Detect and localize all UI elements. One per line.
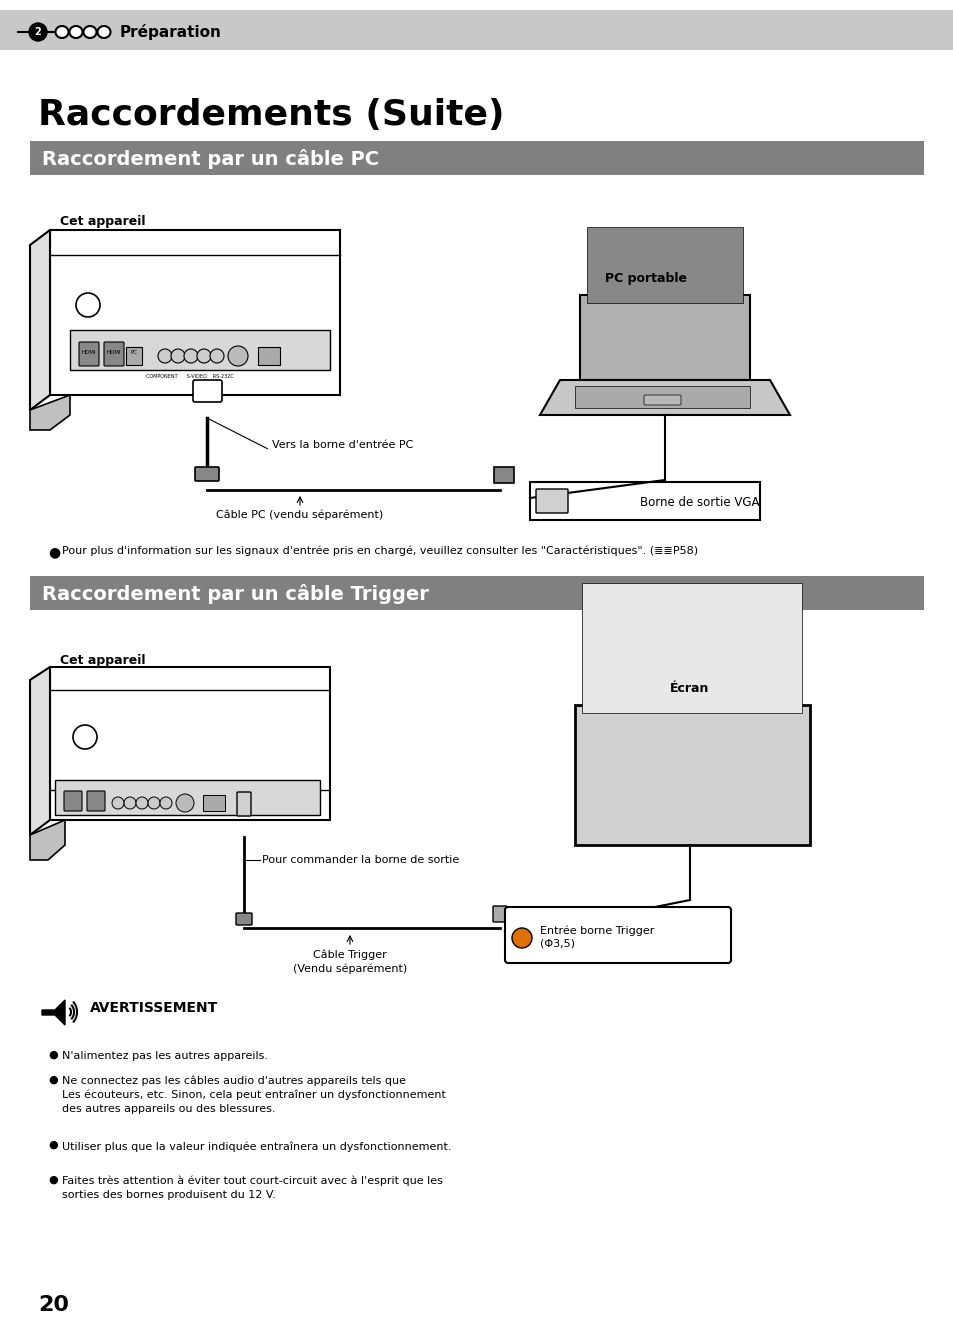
Circle shape (73, 724, 97, 749)
FancyBboxPatch shape (30, 141, 923, 175)
Circle shape (171, 349, 185, 363)
Polygon shape (530, 482, 760, 520)
Ellipse shape (70, 25, 82, 37)
FancyBboxPatch shape (575, 386, 749, 408)
Text: COMPONENT      S-VIDEO    RS-232C: COMPONENT S-VIDEO RS-232C (146, 374, 233, 379)
Polygon shape (30, 819, 65, 860)
Circle shape (175, 794, 193, 811)
Circle shape (29, 23, 47, 42)
FancyBboxPatch shape (581, 582, 801, 712)
FancyBboxPatch shape (104, 341, 124, 366)
Text: HDMI: HDMI (107, 349, 121, 355)
Text: ●: ● (48, 545, 60, 558)
Text: Cet appareil: Cet appareil (60, 653, 146, 667)
Circle shape (76, 293, 100, 317)
Polygon shape (575, 706, 809, 845)
Circle shape (228, 345, 248, 366)
FancyBboxPatch shape (494, 467, 514, 483)
Text: Raccordements (Suite): Raccordements (Suite) (38, 98, 504, 133)
FancyBboxPatch shape (643, 395, 680, 404)
Polygon shape (42, 1000, 65, 1024)
FancyBboxPatch shape (493, 907, 506, 923)
Circle shape (124, 797, 136, 809)
FancyBboxPatch shape (504, 907, 730, 963)
Text: ●: ● (48, 1139, 58, 1150)
Text: Raccordement par un câble PC: Raccordement par un câble PC (42, 149, 378, 169)
Text: ●: ● (48, 1075, 58, 1085)
Text: 2: 2 (34, 27, 41, 37)
Polygon shape (579, 295, 749, 380)
Text: Pour plus d'information sur les signaux d'entrée pris en chargé, veuillez consul: Pour plus d'information sur les signaux … (62, 546, 698, 557)
Polygon shape (50, 230, 339, 395)
Circle shape (210, 349, 224, 363)
FancyBboxPatch shape (193, 380, 222, 402)
Text: N'alimentez pas les autres appareils.: N'alimentez pas les autres appareils. (62, 1051, 268, 1060)
Circle shape (184, 349, 198, 363)
Polygon shape (50, 667, 330, 819)
Text: Entrée borne Trigger
(Φ3,5): Entrée borne Trigger (Φ3,5) (539, 925, 654, 949)
FancyBboxPatch shape (126, 347, 142, 366)
FancyBboxPatch shape (30, 576, 923, 611)
Text: Pour commander la borne de sortie: Pour commander la borne de sortie (262, 856, 458, 865)
FancyBboxPatch shape (70, 329, 330, 370)
FancyBboxPatch shape (79, 341, 99, 366)
FancyBboxPatch shape (203, 795, 225, 811)
Circle shape (196, 349, 211, 363)
Text: Vers la borne d'entrée PC: Vers la borne d'entrée PC (272, 441, 413, 450)
Text: PC portable: PC portable (604, 272, 686, 285)
Circle shape (512, 928, 532, 948)
Text: ●: ● (48, 1176, 58, 1185)
FancyBboxPatch shape (536, 489, 567, 513)
Text: 20: 20 (38, 1295, 69, 1315)
Text: Raccordement par un câble Trigger: Raccordement par un câble Trigger (42, 584, 429, 604)
Ellipse shape (55, 25, 69, 37)
Text: Ne connectez pas les câbles audio d'autres appareils tels que
Les écouteurs, etc: Ne connectez pas les câbles audio d'autr… (62, 1077, 445, 1114)
Polygon shape (30, 230, 50, 410)
FancyBboxPatch shape (64, 791, 82, 811)
Text: Utiliser plus que la valeur indiquée entraînera un dysfonctionnement.: Utiliser plus que la valeur indiquée ent… (62, 1141, 451, 1152)
FancyBboxPatch shape (0, 9, 953, 50)
FancyBboxPatch shape (55, 781, 319, 815)
Circle shape (158, 349, 172, 363)
Ellipse shape (84, 25, 96, 37)
Text: HDMI: HDMI (82, 349, 96, 355)
FancyBboxPatch shape (194, 467, 219, 481)
Text: Câble PC (vendu séparément): Câble PC (vendu séparément) (216, 510, 383, 521)
Circle shape (160, 797, 172, 809)
Polygon shape (30, 395, 70, 430)
FancyBboxPatch shape (236, 791, 251, 815)
Text: Faites très attention à éviter tout court-circuit avec à l'esprit que les
sortie: Faites très attention à éviter tout cour… (62, 1176, 442, 1200)
Ellipse shape (97, 25, 111, 37)
Text: Câble Trigger
(Vendu séparément): Câble Trigger (Vendu séparément) (293, 949, 407, 973)
FancyBboxPatch shape (586, 228, 742, 303)
Polygon shape (539, 380, 789, 415)
Circle shape (148, 797, 160, 809)
Circle shape (112, 797, 124, 809)
Text: ●: ● (48, 1050, 58, 1060)
Text: Préparation: Préparation (120, 24, 222, 40)
Polygon shape (30, 667, 50, 836)
Text: Écran: Écran (670, 682, 709, 695)
Text: Cet appareil: Cet appareil (60, 216, 146, 228)
FancyBboxPatch shape (235, 913, 252, 925)
Text: Borne de sortie VGA: Borne de sortie VGA (639, 495, 759, 509)
FancyBboxPatch shape (257, 347, 280, 366)
Text: PC: PC (131, 349, 137, 355)
Circle shape (136, 797, 148, 809)
Text: AVERTISSEMENT: AVERTISSEMENT (90, 1002, 218, 1015)
FancyBboxPatch shape (87, 791, 105, 811)
